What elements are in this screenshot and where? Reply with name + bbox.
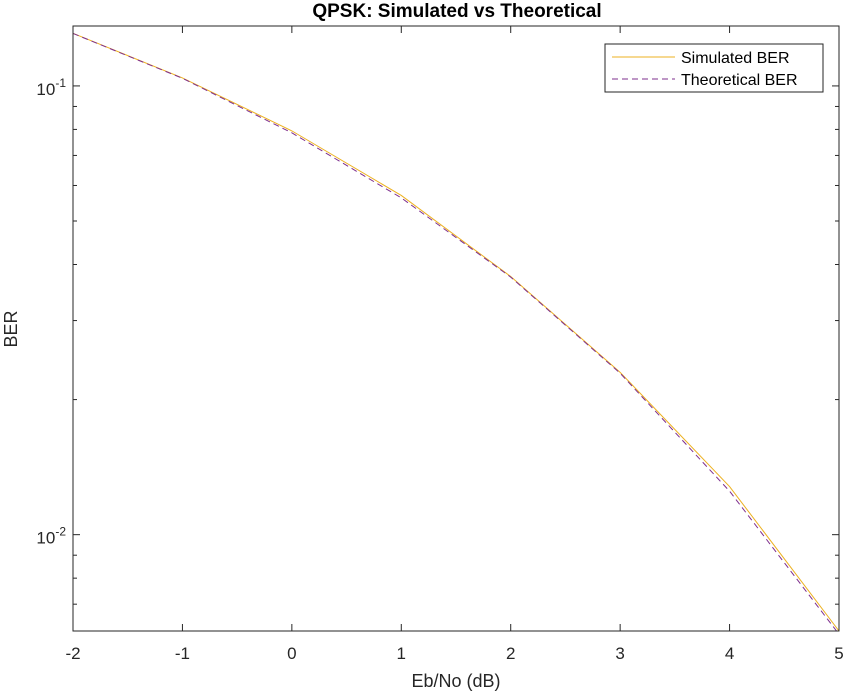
axis-ticks: -2 -1 0 1 2 3 4 510-110-2: [36, 26, 844, 663]
series-lines: [72, 32, 840, 635]
x-axis-label: Eb/No (dB): [411, 671, 500, 691]
x-tick-label: -2: [65, 644, 80, 663]
y-tick-label-base: 10: [36, 80, 55, 99]
axes-box: [72, 25, 840, 632]
legend: Simulated BER Theoretical BER: [604, 43, 824, 93]
chart-title: QPSK: Simulated vs Theoretical: [312, 1, 601, 22]
y-tick-label: 10-1: [36, 76, 66, 99]
series-line-theoretical: [72, 32, 840, 635]
legend-label: Theoretical BER: [681, 72, 798, 89]
legend-box: [604, 43, 824, 93]
y-axis-label: BER: [1, 310, 21, 347]
x-tick-label: 3: [615, 644, 624, 663]
y-tick-label-exponent: -1: [55, 76, 66, 90]
legend-label: Simulated BER: [681, 50, 790, 67]
series-line-simulated: [72, 32, 840, 632]
x-tick-label: 4: [725, 644, 734, 663]
x-tick-label: 1: [397, 644, 406, 663]
y-tick-label-exponent: -2: [55, 525, 66, 539]
x-tick-label: 0: [287, 644, 296, 663]
y-tick-label-base: 10: [36, 529, 55, 548]
x-tick-label: -1: [175, 644, 190, 663]
x-tick-label: 5: [834, 644, 843, 663]
y-tick-label: 10-2: [36, 525, 66, 548]
x-tick-label: 2: [506, 644, 515, 663]
